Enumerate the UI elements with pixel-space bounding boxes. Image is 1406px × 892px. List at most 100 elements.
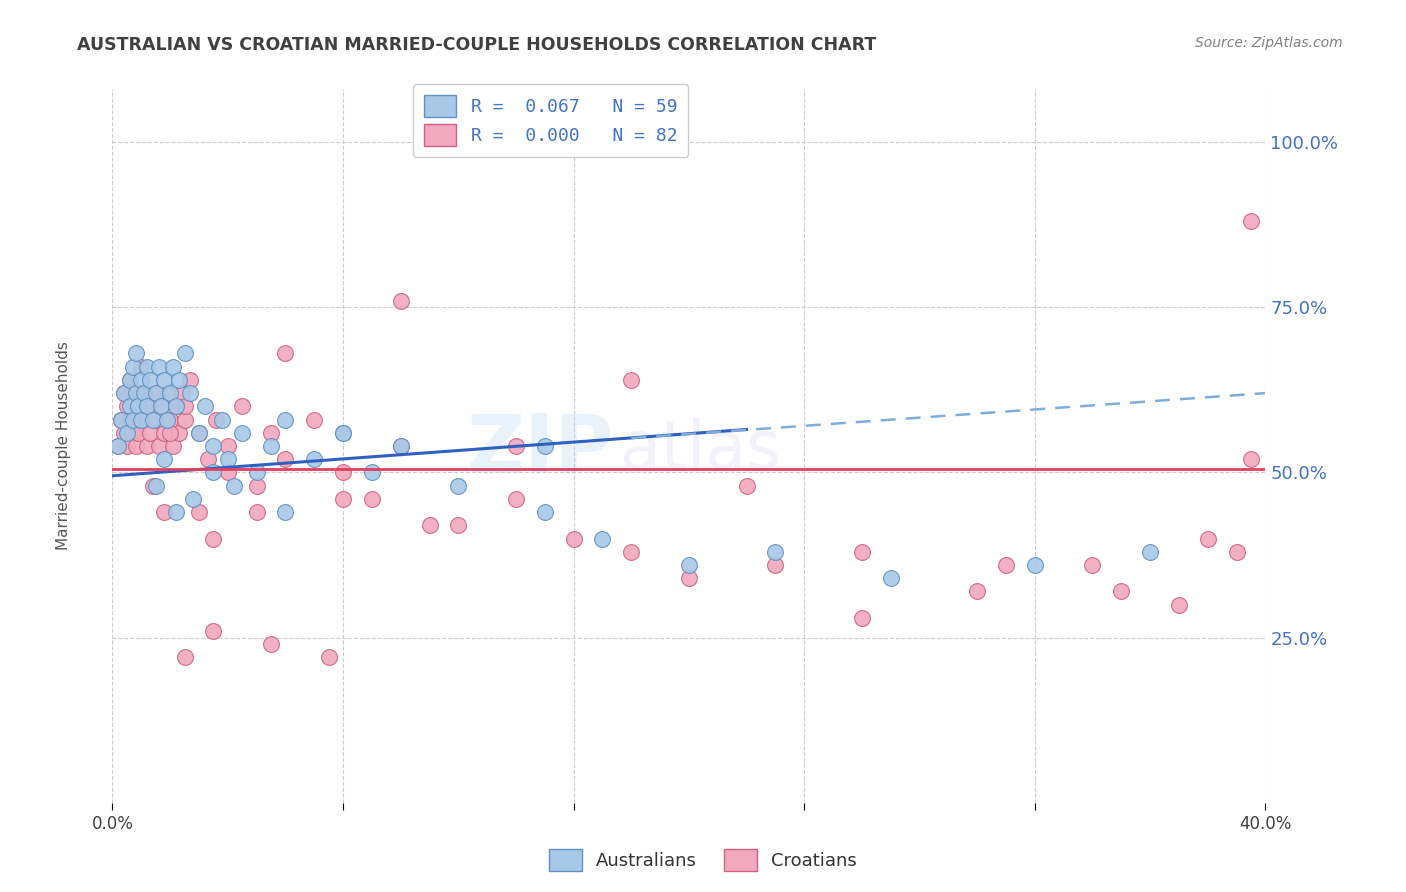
Point	[136, 439, 159, 453]
Point	[851, 611, 873, 625]
Point	[173, 400, 195, 414]
Point	[136, 400, 159, 414]
Point	[304, 452, 326, 467]
Point	[124, 439, 146, 453]
Point	[145, 386, 167, 401]
Text: AUSTRALIAN VS CROATIAN MARRIED-COUPLE HOUSEHOLDS CORRELATION CHART: AUSTRALIAN VS CROATIAN MARRIED-COUPLE HO…	[77, 36, 876, 54]
Point	[389, 293, 412, 308]
Point	[165, 400, 187, 414]
Point	[360, 491, 382, 506]
Point	[1111, 584, 1133, 599]
Point	[153, 373, 176, 387]
Point	[145, 386, 167, 401]
Point	[332, 425, 354, 440]
Point	[1167, 598, 1189, 612]
Point	[318, 650, 340, 665]
Point	[534, 505, 557, 519]
Point	[118, 373, 141, 387]
Point	[1240, 452, 1263, 467]
Point	[246, 478, 269, 492]
Text: ZIP: ZIP	[467, 410, 614, 489]
Point	[150, 400, 173, 414]
Legend: R =  0.067   N = 59, R =  0.000   N = 82: R = 0.067 N = 59, R = 0.000 N = 82	[413, 84, 688, 157]
Point	[112, 386, 135, 401]
Text: atlas: atlas	[620, 417, 780, 483]
Point	[534, 439, 557, 453]
Point	[121, 425, 143, 440]
Point	[159, 425, 181, 440]
Point	[197, 452, 219, 467]
Point	[153, 505, 176, 519]
Point	[304, 412, 326, 426]
Point	[129, 359, 153, 374]
Point	[735, 478, 758, 492]
Point	[165, 505, 187, 519]
Point	[1197, 532, 1219, 546]
Point	[505, 491, 527, 506]
Point	[678, 571, 700, 585]
Point	[678, 558, 700, 572]
Point	[150, 400, 173, 414]
Point	[127, 400, 149, 414]
Point	[134, 412, 156, 426]
Point	[159, 412, 181, 426]
Point	[181, 491, 204, 506]
Point	[142, 412, 165, 426]
Text: Source: ZipAtlas.com: Source: ZipAtlas.com	[1195, 36, 1343, 50]
Point	[851, 545, 873, 559]
Point	[260, 637, 283, 651]
Point	[274, 346, 297, 360]
Point	[167, 425, 190, 440]
Point	[205, 412, 228, 426]
Point	[592, 532, 614, 546]
Point	[173, 650, 195, 665]
Point	[124, 386, 146, 401]
Point	[153, 452, 176, 467]
Point	[966, 584, 988, 599]
Point	[142, 386, 165, 401]
Point	[115, 425, 138, 440]
Point	[173, 412, 195, 426]
Point	[124, 412, 146, 426]
Point	[127, 425, 149, 440]
Point	[447, 478, 470, 492]
Point	[332, 491, 354, 506]
Point	[447, 518, 470, 533]
Point	[880, 571, 903, 585]
Point	[107, 439, 129, 453]
Point	[156, 412, 179, 426]
Point	[419, 518, 441, 533]
Point	[129, 386, 153, 401]
Point	[332, 466, 354, 480]
Point	[332, 425, 354, 440]
Point	[167, 373, 190, 387]
Point	[129, 412, 153, 426]
Point	[139, 373, 162, 387]
Point	[231, 425, 253, 440]
Point	[179, 373, 201, 387]
Point	[145, 478, 167, 492]
Point	[765, 545, 787, 559]
Point	[127, 400, 149, 414]
Point	[260, 425, 283, 440]
Point	[148, 359, 170, 374]
Point	[121, 359, 143, 374]
Point	[136, 400, 159, 414]
Point	[1226, 545, 1249, 559]
Point	[217, 452, 239, 467]
Point	[274, 412, 297, 426]
Point	[389, 439, 412, 453]
Point	[136, 359, 159, 374]
Point	[129, 373, 153, 387]
Point	[118, 412, 141, 426]
Point	[274, 452, 297, 467]
Point	[139, 425, 162, 440]
Point	[162, 439, 184, 453]
Point	[134, 386, 156, 401]
Point	[188, 425, 211, 440]
Point	[170, 386, 193, 401]
Point	[179, 386, 201, 401]
Point	[112, 425, 135, 440]
Point	[115, 400, 138, 414]
Point	[202, 439, 225, 453]
